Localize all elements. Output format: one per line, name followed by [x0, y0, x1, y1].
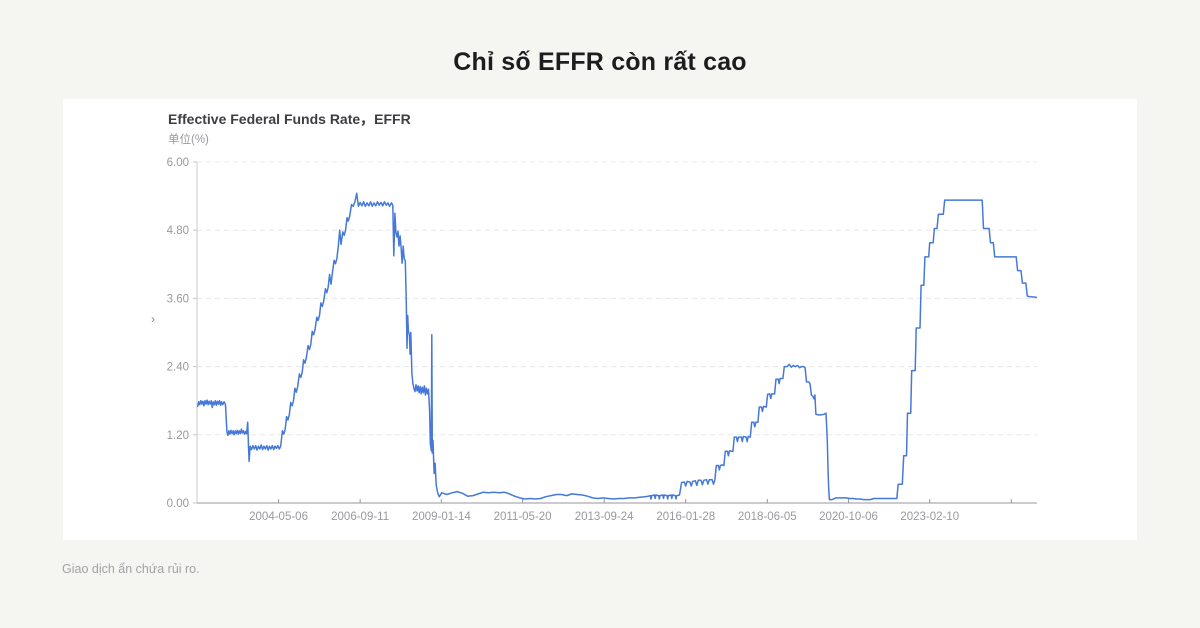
x-tick-label: 2018-06-05	[738, 511, 797, 523]
y-tick-label: 2.40	[167, 362, 189, 374]
effr-line-series	[196, 192, 1038, 501]
x-tick-label: 2023-02-10	[900, 511, 959, 523]
x-tick-label: 2009-01-14	[412, 511, 471, 523]
x-tick-label: 2006-09-11	[331, 511, 389, 523]
chart-unit-label: 单位(%)	[168, 134, 209, 146]
x-tick-label: 2020-10-06	[819, 511, 878, 523]
page-title: Chỉ số EFFR còn rất cao	[453, 48, 747, 76]
y-tick-label: 4.80	[167, 225, 189, 237]
x-tick-label: 2013-09-24	[575, 511, 634, 523]
x-tick-label: 2011-05-20	[494, 511, 552, 523]
effr-line-chart: 6.00 4.80 3.60 2.40 1.20 0.00 2004-05-06 2006-0…	[167, 157, 1038, 523]
risk-disclaimer: Giao dịch ẩn chứa rủi ro.	[62, 562, 200, 576]
y-tick-label: 0.00	[167, 498, 189, 510]
y-tick-label: 1.20	[167, 430, 189, 442]
x-tick-label: 2016-01-28	[656, 511, 715, 523]
chart-title: Effective Federal Funds Rate，EFFR	[168, 111, 411, 127]
y-tick-label: 6.00	[167, 157, 189, 169]
y-tick-label: 3.60	[167, 293, 189, 305]
chart-card: › Effective Federal Funds Rate，EFFR 单位(%…	[63, 99, 1137, 540]
expand-chevron-icon[interactable]: ›	[151, 312, 155, 326]
x-tick-label: 2004-05-06	[249, 511, 308, 523]
